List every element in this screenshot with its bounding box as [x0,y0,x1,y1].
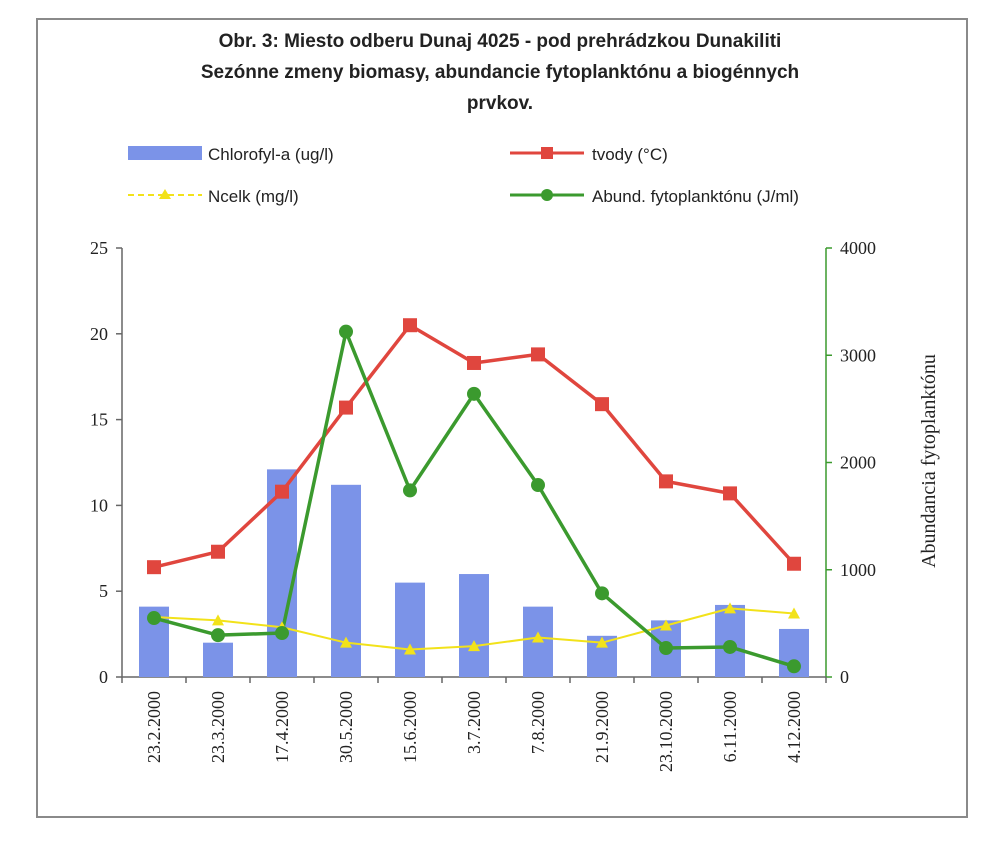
x-tick-label: 23.10.2000 [656,691,676,772]
x-tick-label: 4.12.2000 [784,691,804,763]
x-tick-label: 3.7.2000 [464,691,484,754]
point-tvody [467,355,481,370]
y-right-tick-label: 1000 [840,560,876,580]
point-tvody [147,560,161,575]
x-tick-label: 17.4.2000 [272,691,292,763]
legend-marker-abund [541,189,553,201]
legend-label-tvody: tvody (°C) [592,145,668,164]
y-right-axis-label: Abundancia fytoplanktónu [918,354,940,568]
point-ncelk [468,640,480,652]
point-abund [147,611,161,626]
x-tick-label: 7.8.2000 [528,691,548,754]
legend-label-ncelk: Ncelk (mg/l) [208,187,299,206]
x-tick-label: 21.9.2000 [592,691,612,763]
point-abund [339,324,353,339]
point-abund [467,386,481,401]
point-ncelk [340,636,352,648]
bar-chlorofyl [331,484,361,677]
x-tick-label: 15.6.2000 [400,691,420,763]
point-tvody [723,486,737,501]
point-tvody [659,474,673,489]
point-tvody [339,400,353,415]
point-tvody [403,318,417,333]
x-tick-label: 30.5.2000 [336,691,356,763]
y-right-tick-label: 2000 [840,453,876,473]
y-left-tick-label: 0 [99,667,108,687]
y-right-tick-label: 4000 [840,238,876,258]
point-abund [211,628,225,643]
x-tick-label: 23.2.2000 [144,691,164,763]
y-right-tick-label: 3000 [840,345,876,365]
y-left-tick-label: 25 [90,238,108,258]
y-left-tick-label: 20 [90,324,108,344]
legend-marker-ncelk [159,189,171,199]
chart-title: Obr. 3: Miesto odberu Dunaj 4025 - pod p… [218,31,782,52]
point-tvody [595,397,609,412]
marker-series [147,318,801,674]
legend-swatch-chlorofyl [128,146,202,160]
legend-label-abund: Abund. fytoplanktónu (J/ml) [592,187,799,206]
y-left-tick-label: 5 [99,581,108,601]
point-abund [723,639,737,654]
chart-subtitle: Sezónne zmeny biomasy, abundancie fytopl… [200,62,800,83]
chart-subtitle-line2: prvkov. [466,93,534,114]
legend-label-chlorofyl: Chlorofyl-a (ug/l) [208,145,334,164]
point-tvody [211,544,225,559]
x-tick-label: 6.11.2000 [720,691,740,762]
bar-chlorofyl [395,582,425,677]
point-ncelk [404,643,416,655]
legend: Chlorofyl-a (ug/l) tvody (°C) Ncelk (mg/… [128,145,799,206]
point-tvody [531,347,545,362]
axes: 0 5 10 15 20 25 0 1000 2000 3000 4000 23.2.2000 23.3… [90,238,876,772]
y-left-tick-label: 15 [90,410,108,430]
point-abund [275,626,289,641]
point-abund [595,586,609,601]
point-abund [531,478,545,493]
point-ncelk [532,631,544,643]
point-ncelk [596,636,608,648]
point-tvody [787,556,801,571]
bar-chlorofyl [459,574,489,677]
point-tvody [275,484,289,499]
bar-chlorofyl [267,469,297,677]
point-abund [403,483,417,498]
point-ncelk [660,619,672,631]
x-tick-label: 23.3.2000 [208,691,228,763]
point-ncelk [212,614,224,626]
y-right-tick-label: 0 [840,667,849,687]
y-left-tick-label: 10 [90,495,108,515]
point-ncelk [724,602,736,614]
point-abund [787,659,801,674]
chart-title-block: Obr. 3: Miesto odberu Dunaj 4025 - pod p… [0,26,1000,119]
legend-marker-tvody [541,147,553,159]
point-ncelk [788,607,800,619]
bar-chlorofyl [203,642,233,677]
point-abund [659,641,673,656]
